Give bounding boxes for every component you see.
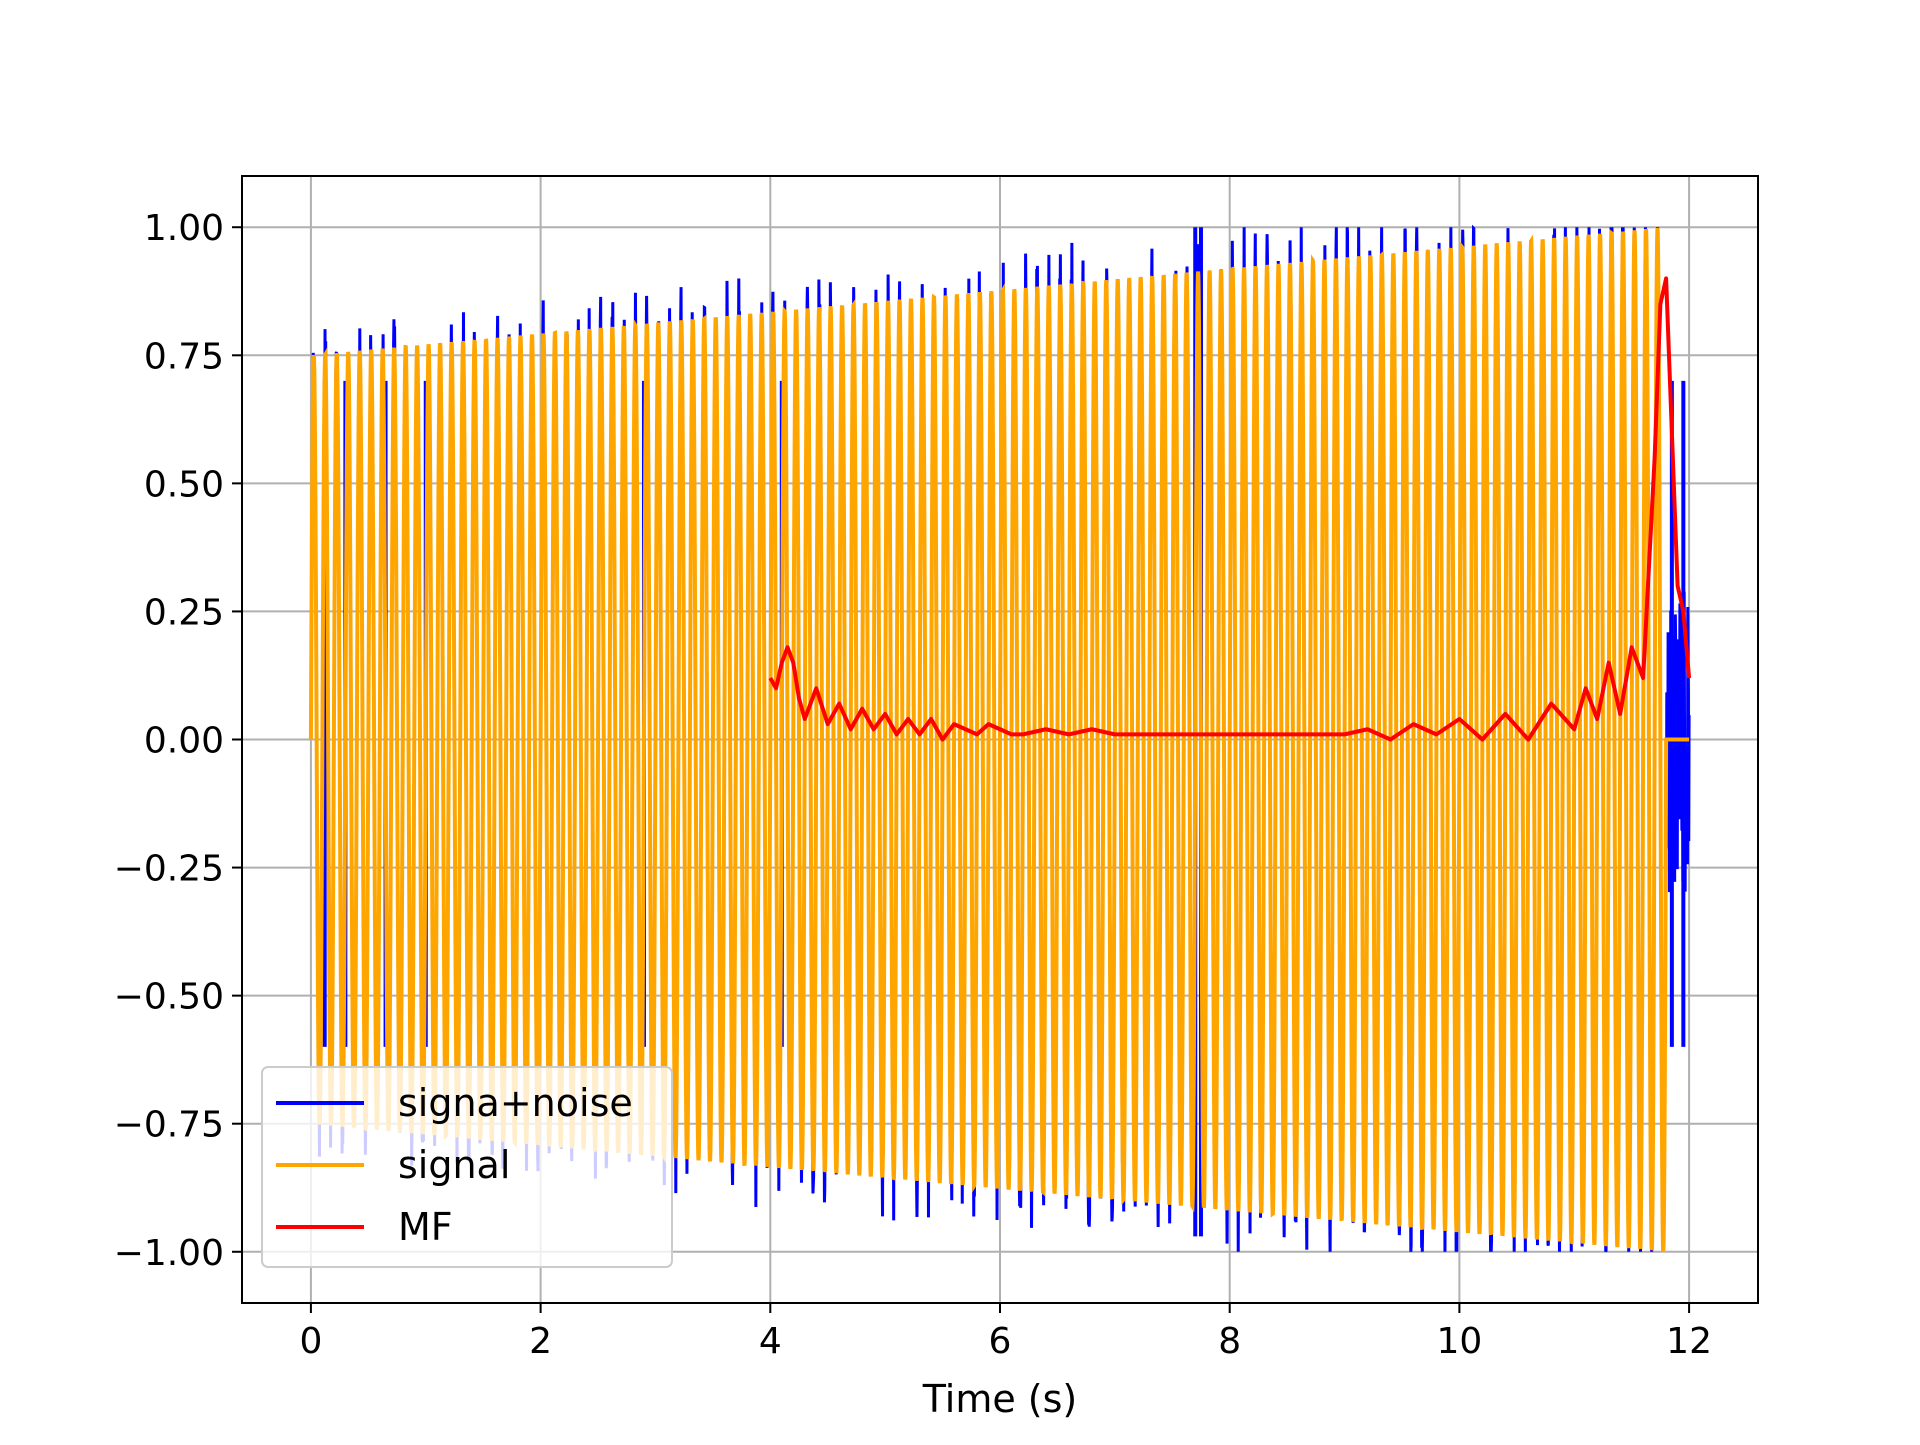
x-tick-label: 8 — [1218, 1321, 1241, 1362]
y-tick-label: 0.50 — [144, 464, 224, 505]
x-tick-label: 0 — [299, 1321, 322, 1362]
legend: signa+noise signal MF — [261, 1066, 673, 1268]
legend-label: signal — [398, 1143, 510, 1187]
legend-label: MF — [398, 1205, 453, 1249]
y-tick-label: −0.25 — [114, 849, 224, 890]
x-tick-label: 4 — [759, 1321, 782, 1362]
legend-box — [261, 1066, 673, 1268]
series-mf-line — [768, 276, 1692, 742]
legend-label: signa+noise — [398, 1081, 633, 1125]
x-axis-label: Time (s) — [922, 1377, 1078, 1421]
tick-layer: 0 2 4 6 8 10 12 1.00 0.75 0.50 0.25 0.00 −0.25 −0.50 −… — [114, 208, 1712, 1362]
y-tick-label: −0.75 — [114, 1105, 224, 1146]
x-tick-label: 2 — [529, 1321, 552, 1362]
y-tick-label: 0.25 — [144, 592, 224, 633]
y-tick-label: 0.00 — [144, 721, 224, 762]
x-tick-label: 6 — [989, 1321, 1012, 1362]
x-tick-label: 10 — [1436, 1321, 1482, 1362]
y-tick-label: −0.50 — [114, 977, 224, 1018]
x-tick-label: 12 — [1666, 1321, 1712, 1362]
y-tick-label: 1.00 — [144, 208, 224, 249]
y-tick-label: 0.75 — [144, 336, 224, 377]
y-tick-label: −1.00 — [114, 1233, 224, 1274]
